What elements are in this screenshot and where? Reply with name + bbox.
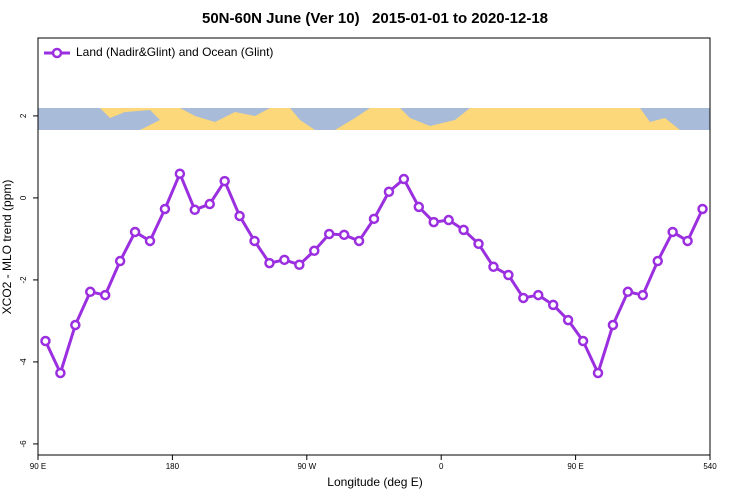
data-point (159, 203, 171, 215)
series-line (44, 172, 704, 375)
legend-marker (51, 47, 63, 59)
data-point (204, 198, 215, 210)
data-point (55, 367, 66, 379)
data-point (174, 168, 186, 179)
plot-frame (37, 37, 711, 456)
data-point (398, 173, 410, 185)
data-point (667, 226, 678, 238)
y-tick-label: -4 (19, 358, 28, 366)
data-point (264, 257, 275, 269)
data-point (383, 186, 395, 198)
x-tick-label: 90 E (30, 462, 46, 471)
data-point (249, 235, 260, 247)
data-point (353, 235, 365, 247)
data-point (189, 204, 201, 216)
legend: Land (Nadir&Glint) and Ocean (Glint) (44, 45, 273, 59)
x-tick-label: 540 (703, 462, 717, 471)
data-point (323, 228, 335, 240)
data-point (40, 335, 51, 347)
y-tick-label: -2 (19, 276, 28, 284)
data-point (562, 314, 574, 326)
data-point (99, 289, 111, 301)
data-point (70, 319, 81, 331)
y-axis-label: XCO2 - MLO trend (ppm) (0, 180, 14, 315)
data-point (309, 245, 320, 257)
data-point (547, 299, 559, 311)
chart-title: 50N-60N June (Ver 10) 2015-01-01 to 2020… (202, 10, 548, 27)
data-point (637, 289, 649, 301)
x-axis-label: Longitude (deg E) (327, 475, 422, 489)
x-tick-label: 0 (439, 462, 444, 471)
data-point (219, 175, 230, 187)
data-point (488, 261, 499, 273)
data-point (533, 289, 544, 301)
x-tick-label: 180 (166, 462, 180, 471)
data-point (338, 229, 350, 241)
legend-label: Land (Nadir&Glint) and Ocean (Glint) (76, 45, 273, 59)
data-point (592, 367, 604, 379)
map-strip (38, 108, 710, 130)
data-point (428, 216, 439, 228)
data-point (577, 335, 589, 347)
data-point (234, 210, 245, 222)
data-point (443, 214, 454, 226)
data-point (413, 201, 425, 213)
y-tick-label: 2 (19, 113, 28, 118)
data-point (518, 292, 529, 304)
data-point (682, 235, 693, 247)
data-point (279, 254, 290, 266)
data-point (652, 255, 663, 267)
data-point (294, 259, 305, 270)
x-tick-label: 90 E (567, 462, 583, 471)
data-point (114, 255, 126, 267)
y-tick-label: -6 (19, 440, 28, 448)
data-point (622, 286, 634, 298)
x-tick-label: 90 W (297, 462, 316, 471)
data-point (458, 224, 469, 236)
data-point (368, 213, 380, 225)
data-point (697, 203, 708, 215)
data-point (503, 269, 514, 281)
data-point (473, 238, 484, 250)
data-point (144, 235, 156, 247)
y-tick-label: 0 (19, 195, 28, 200)
data-point (129, 226, 141, 238)
data-point (607, 319, 619, 331)
data-point (85, 286, 96, 298)
